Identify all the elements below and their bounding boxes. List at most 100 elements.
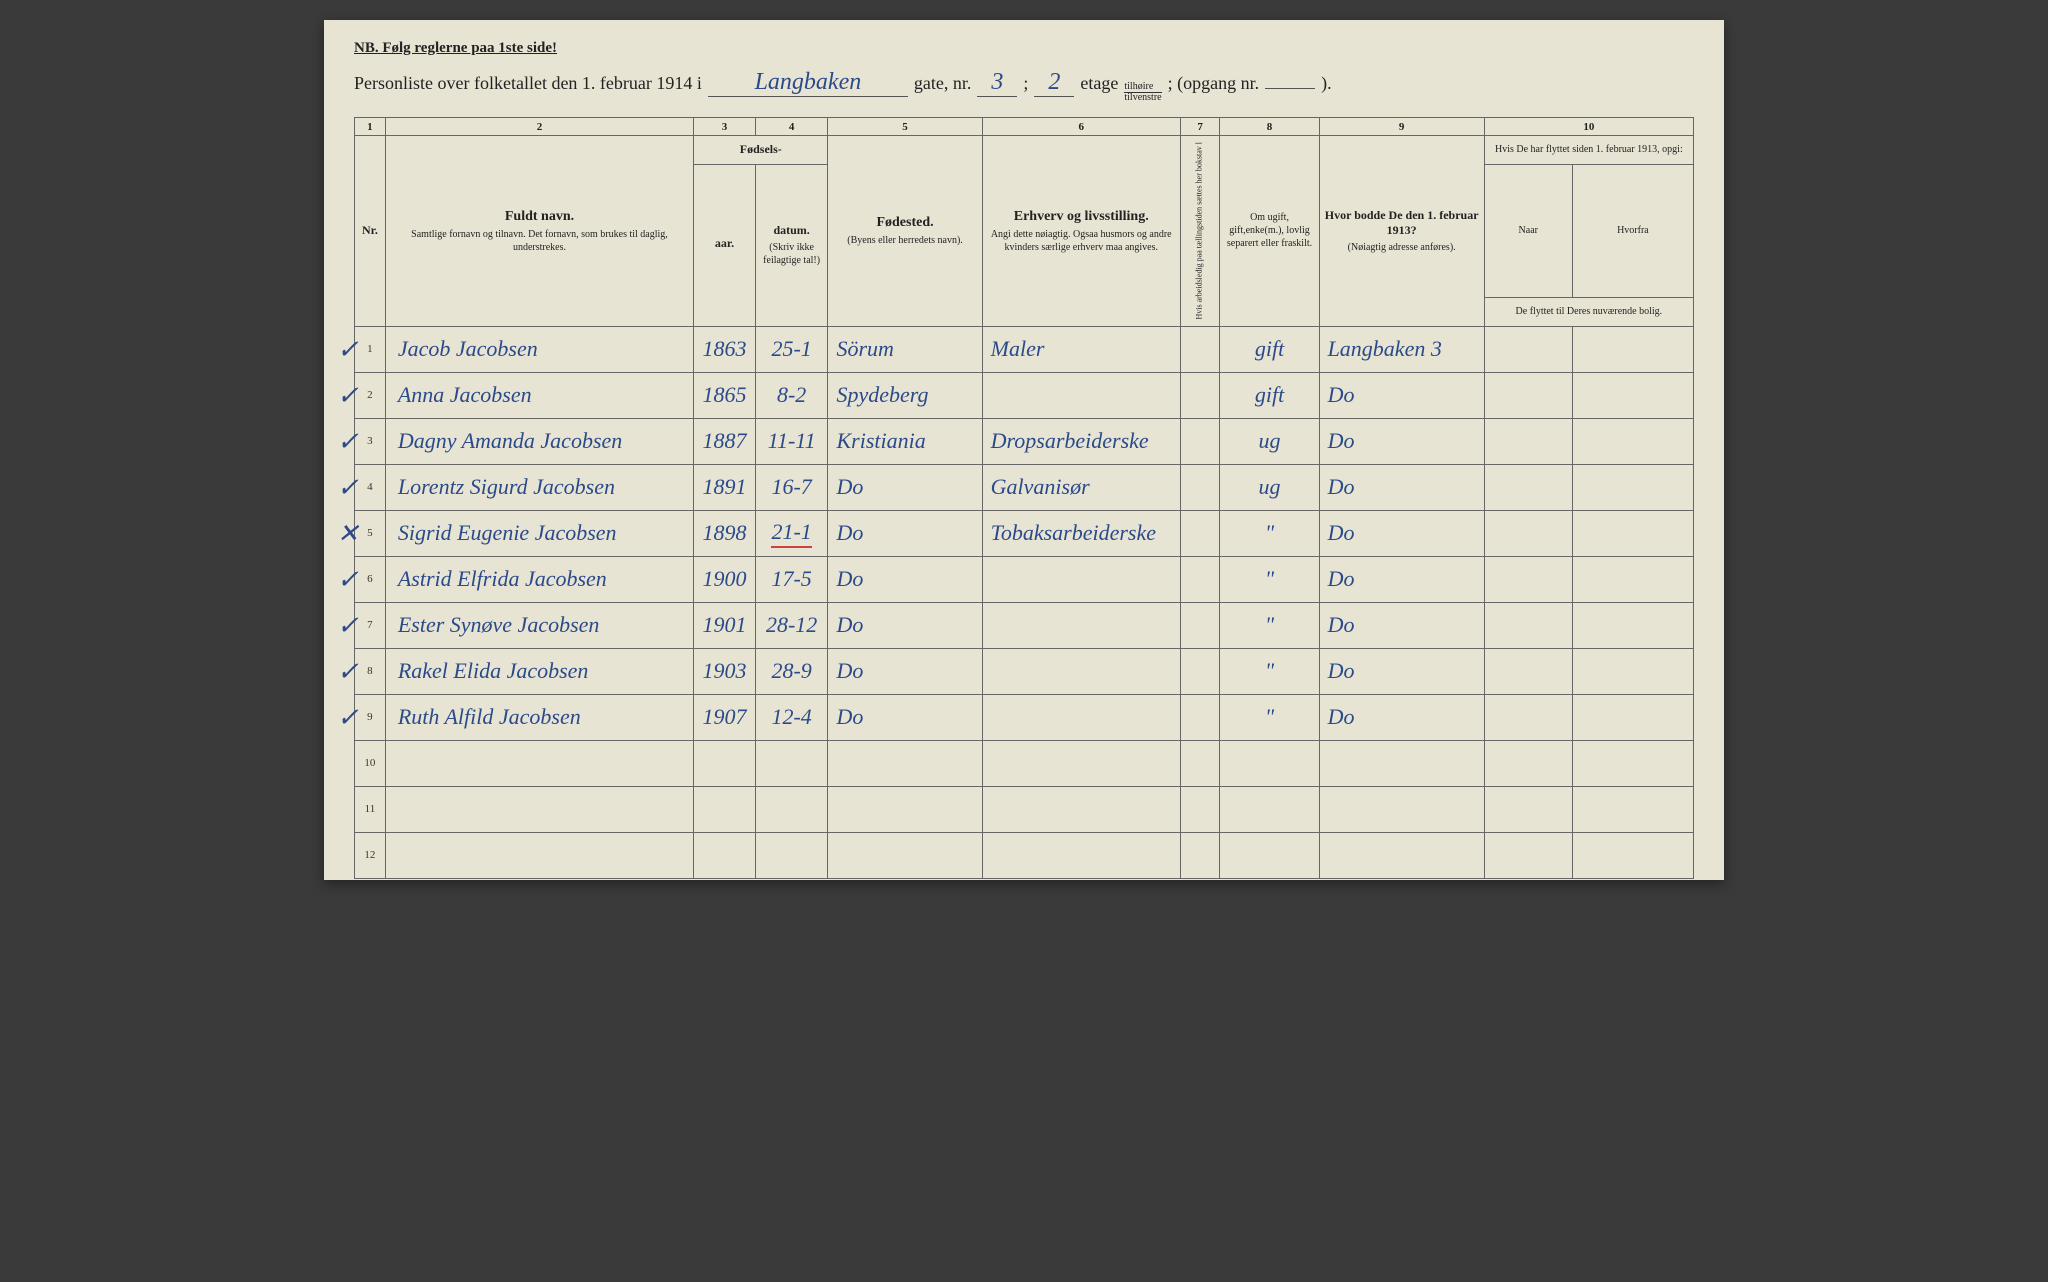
empty-cell: [694, 786, 756, 832]
hdr-erhverv-main: Erhverv og livsstilling.: [987, 208, 1176, 226]
empty-cell: [1572, 786, 1693, 832]
address-cell: Do: [1319, 464, 1484, 510]
c7-cell: [1180, 556, 1220, 602]
marital-cell: ug: [1220, 418, 1319, 464]
empty-cell: [828, 832, 982, 878]
opgang-nr: [1265, 88, 1315, 89]
empty-cell: [385, 786, 693, 832]
empty-cell: [1180, 786, 1220, 832]
colnum: 2: [385, 118, 693, 136]
check-mark: ✓: [337, 611, 359, 641]
opgang-label: ; (opgang nr.: [1168, 73, 1260, 94]
nr-cell: ✓9: [355, 694, 386, 740]
nr-cell: ✓7: [355, 602, 386, 648]
colnum: 9: [1319, 118, 1484, 136]
name-cell: Astrid Elfrida Jacobsen: [385, 556, 693, 602]
hdr-name: Fuldt navn. Samtlige fornavn og tilnavn.…: [385, 136, 693, 327]
table-row: ✓7Ester Synøve Jacobsen190128-12Do"Do: [355, 602, 1694, 648]
nr-cell: ✓4: [355, 464, 386, 510]
hdr-name-main: Fuldt navn.: [390, 208, 689, 226]
occupation-cell: [982, 372, 1180, 418]
empty-cell: [694, 832, 756, 878]
year-cell: 1865: [694, 372, 756, 418]
name-cell: Ester Synøve Jacobsen: [385, 602, 693, 648]
hdr-fodsels: Fødsels-: [694, 136, 828, 165]
gate-nr: 3: [977, 69, 1017, 97]
empty-cell: [385, 832, 693, 878]
empty-cell: [982, 786, 1180, 832]
address-cell: Do: [1319, 648, 1484, 694]
date-cell: 17-5: [755, 556, 828, 602]
colnum: 3: [694, 118, 756, 136]
nr-cell: 11: [355, 786, 386, 832]
marital-cell: ": [1220, 510, 1319, 556]
hdr-c10-top-text: Hvis De har flyttet siden 1. februar 191…: [1489, 143, 1689, 156]
nr-cell: ✕5: [355, 510, 386, 556]
hdr-c9: Hvor bodde De den 1. februar 1913? (Nøia…: [1319, 136, 1484, 327]
occupation-cell: Maler: [982, 326, 1180, 372]
c7-cell: [1180, 464, 1220, 510]
birthplace-cell: Sörum: [828, 326, 982, 372]
empty-cell: [1572, 832, 1693, 878]
empty-cell: [385, 740, 693, 786]
empty-cell: [694, 740, 756, 786]
empty-cell: [755, 786, 828, 832]
hvorfra-cell: [1572, 556, 1693, 602]
nr-cell: ✓2: [355, 372, 386, 418]
date-cell: 25-1: [755, 326, 828, 372]
nr-cell: 10: [355, 740, 386, 786]
occupation-cell: [982, 602, 1180, 648]
name-cell: Anna Jacobsen: [385, 372, 693, 418]
naar-cell: [1484, 648, 1572, 694]
title-prefix: Personliste over folketallet den 1. febr…: [354, 73, 702, 94]
c7-cell: [1180, 602, 1220, 648]
year-cell: 1891: [694, 464, 756, 510]
date-cell: 12-4: [755, 694, 828, 740]
empty-cell: [1484, 832, 1572, 878]
hdr-c7: Hvis arbeidsledig paa tællingstiden sætt…: [1180, 136, 1220, 327]
hdr-hvorfra: Hvorfra: [1572, 164, 1693, 298]
birthplace-cell: Do: [828, 602, 982, 648]
year-cell: 1887: [694, 418, 756, 464]
nr-cell: ✓8: [355, 648, 386, 694]
table-row: ✓4Lorentz Sigurd Jacobsen189116-7DoGalva…: [355, 464, 1694, 510]
census-page: NB. Følg reglerne paa 1ste side! Personl…: [324, 20, 1724, 880]
naar-cell: [1484, 556, 1572, 602]
table-row: ✓6Astrid Elfrida Jacobsen190017-5Do"Do: [355, 556, 1694, 602]
empty-cell: [755, 832, 828, 878]
hdr-aar-label: aar.: [698, 236, 751, 252]
empty-cell: [1220, 832, 1319, 878]
birthplace-cell: Do: [828, 648, 982, 694]
check-mark: ✓: [337, 703, 359, 733]
empty-cell: [1220, 786, 1319, 832]
empty-cell: [828, 786, 982, 832]
hdr-aar-sub: (Skriv ikke feilagtige tal!): [760, 241, 824, 267]
year-cell: 1903: [694, 648, 756, 694]
birthplace-cell: Kristiania: [828, 418, 982, 464]
empty-cell: [982, 832, 1180, 878]
empty-cell: [1319, 832, 1484, 878]
side-fraction: tilhøire tilvenstre: [1124, 82, 1161, 103]
hdr-fodested-main: Fødested.: [832, 214, 977, 232]
table-row: ✓3Dagny Amanda Jacobsen188711-11Kristian…: [355, 418, 1694, 464]
hdr-c8: Om ugift, gift,enke(m.), lovlig separert…: [1220, 136, 1319, 327]
address-cell: Do: [1319, 602, 1484, 648]
birthplace-cell: Do: [828, 694, 982, 740]
address-cell: Do: [1319, 556, 1484, 602]
nb-instruction: NB. Følg reglerne paa 1ste side!: [354, 40, 1694, 57]
hvorfra-cell: [1572, 326, 1693, 372]
hdr-c10-top: Hvis De har flyttet siden 1. februar 191…: [1484, 136, 1693, 165]
hvorfra-cell: [1572, 372, 1693, 418]
hdr-naar-label: Naar: [1489, 224, 1568, 237]
date-cell: 28-9: [755, 648, 828, 694]
naar-cell: [1484, 372, 1572, 418]
naar-cell: [1484, 510, 1572, 556]
hdr-aar: aar.: [694, 164, 756, 326]
name-cell: Rakel Elida Jacobsen: [385, 648, 693, 694]
hdr-naar: Naar: [1484, 164, 1572, 298]
marital-cell: ": [1220, 694, 1319, 740]
marital-cell: gift: [1220, 372, 1319, 418]
naar-cell: [1484, 326, 1572, 372]
colnum: 10: [1484, 118, 1693, 136]
check-mark: ✓: [337, 565, 359, 595]
